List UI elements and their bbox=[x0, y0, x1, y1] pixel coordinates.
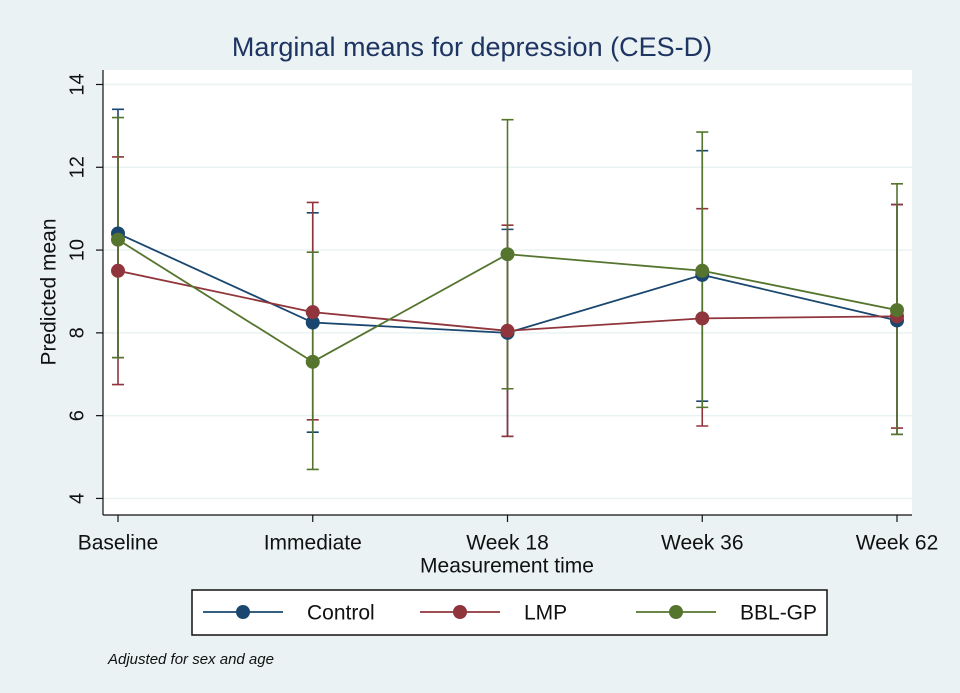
x-tick-label: Week 36 bbox=[661, 532, 744, 555]
point bbox=[305, 315, 320, 330]
point bbox=[500, 247, 515, 262]
y-axis-label: Predicted mean bbox=[38, 218, 61, 365]
x-axis-label: Measurement time bbox=[420, 555, 594, 578]
point bbox=[695, 311, 710, 326]
x-tick-label: Week 18 bbox=[466, 532, 549, 555]
legend-marker bbox=[669, 605, 683, 619]
point bbox=[111, 263, 125, 278]
x-tick-label: Immediate bbox=[264, 532, 362, 555]
point bbox=[890, 303, 904, 318]
legend-label: Control bbox=[307, 602, 375, 625]
x-tick-label: Week 62 bbox=[856, 532, 939, 555]
point bbox=[695, 263, 710, 278]
note: Adjusted for sex and age bbox=[107, 651, 274, 668]
y-tick-label: 6 bbox=[66, 410, 88, 421]
y-tick-label: 12 bbox=[66, 156, 88, 178]
legend-label: LMP bbox=[524, 602, 567, 625]
y-tick-label: 8 bbox=[66, 327, 88, 338]
x-tick-label: Baseline bbox=[78, 532, 159, 555]
point bbox=[500, 323, 515, 338]
y-tick-label: 4 bbox=[66, 493, 88, 504]
legend-marker bbox=[453, 605, 467, 619]
legend-label: BBL-GP bbox=[740, 602, 817, 625]
y-tick-label: 14 bbox=[66, 73, 88, 95]
chart-title: Marginal means for depression (CES-D) bbox=[232, 32, 712, 62]
legend-marker bbox=[236, 605, 250, 619]
legend bbox=[191, 589, 828, 636]
y-tick-label: 10 bbox=[66, 239, 88, 261]
point bbox=[111, 232, 125, 247]
point bbox=[305, 354, 320, 369]
point bbox=[305, 305, 320, 320]
